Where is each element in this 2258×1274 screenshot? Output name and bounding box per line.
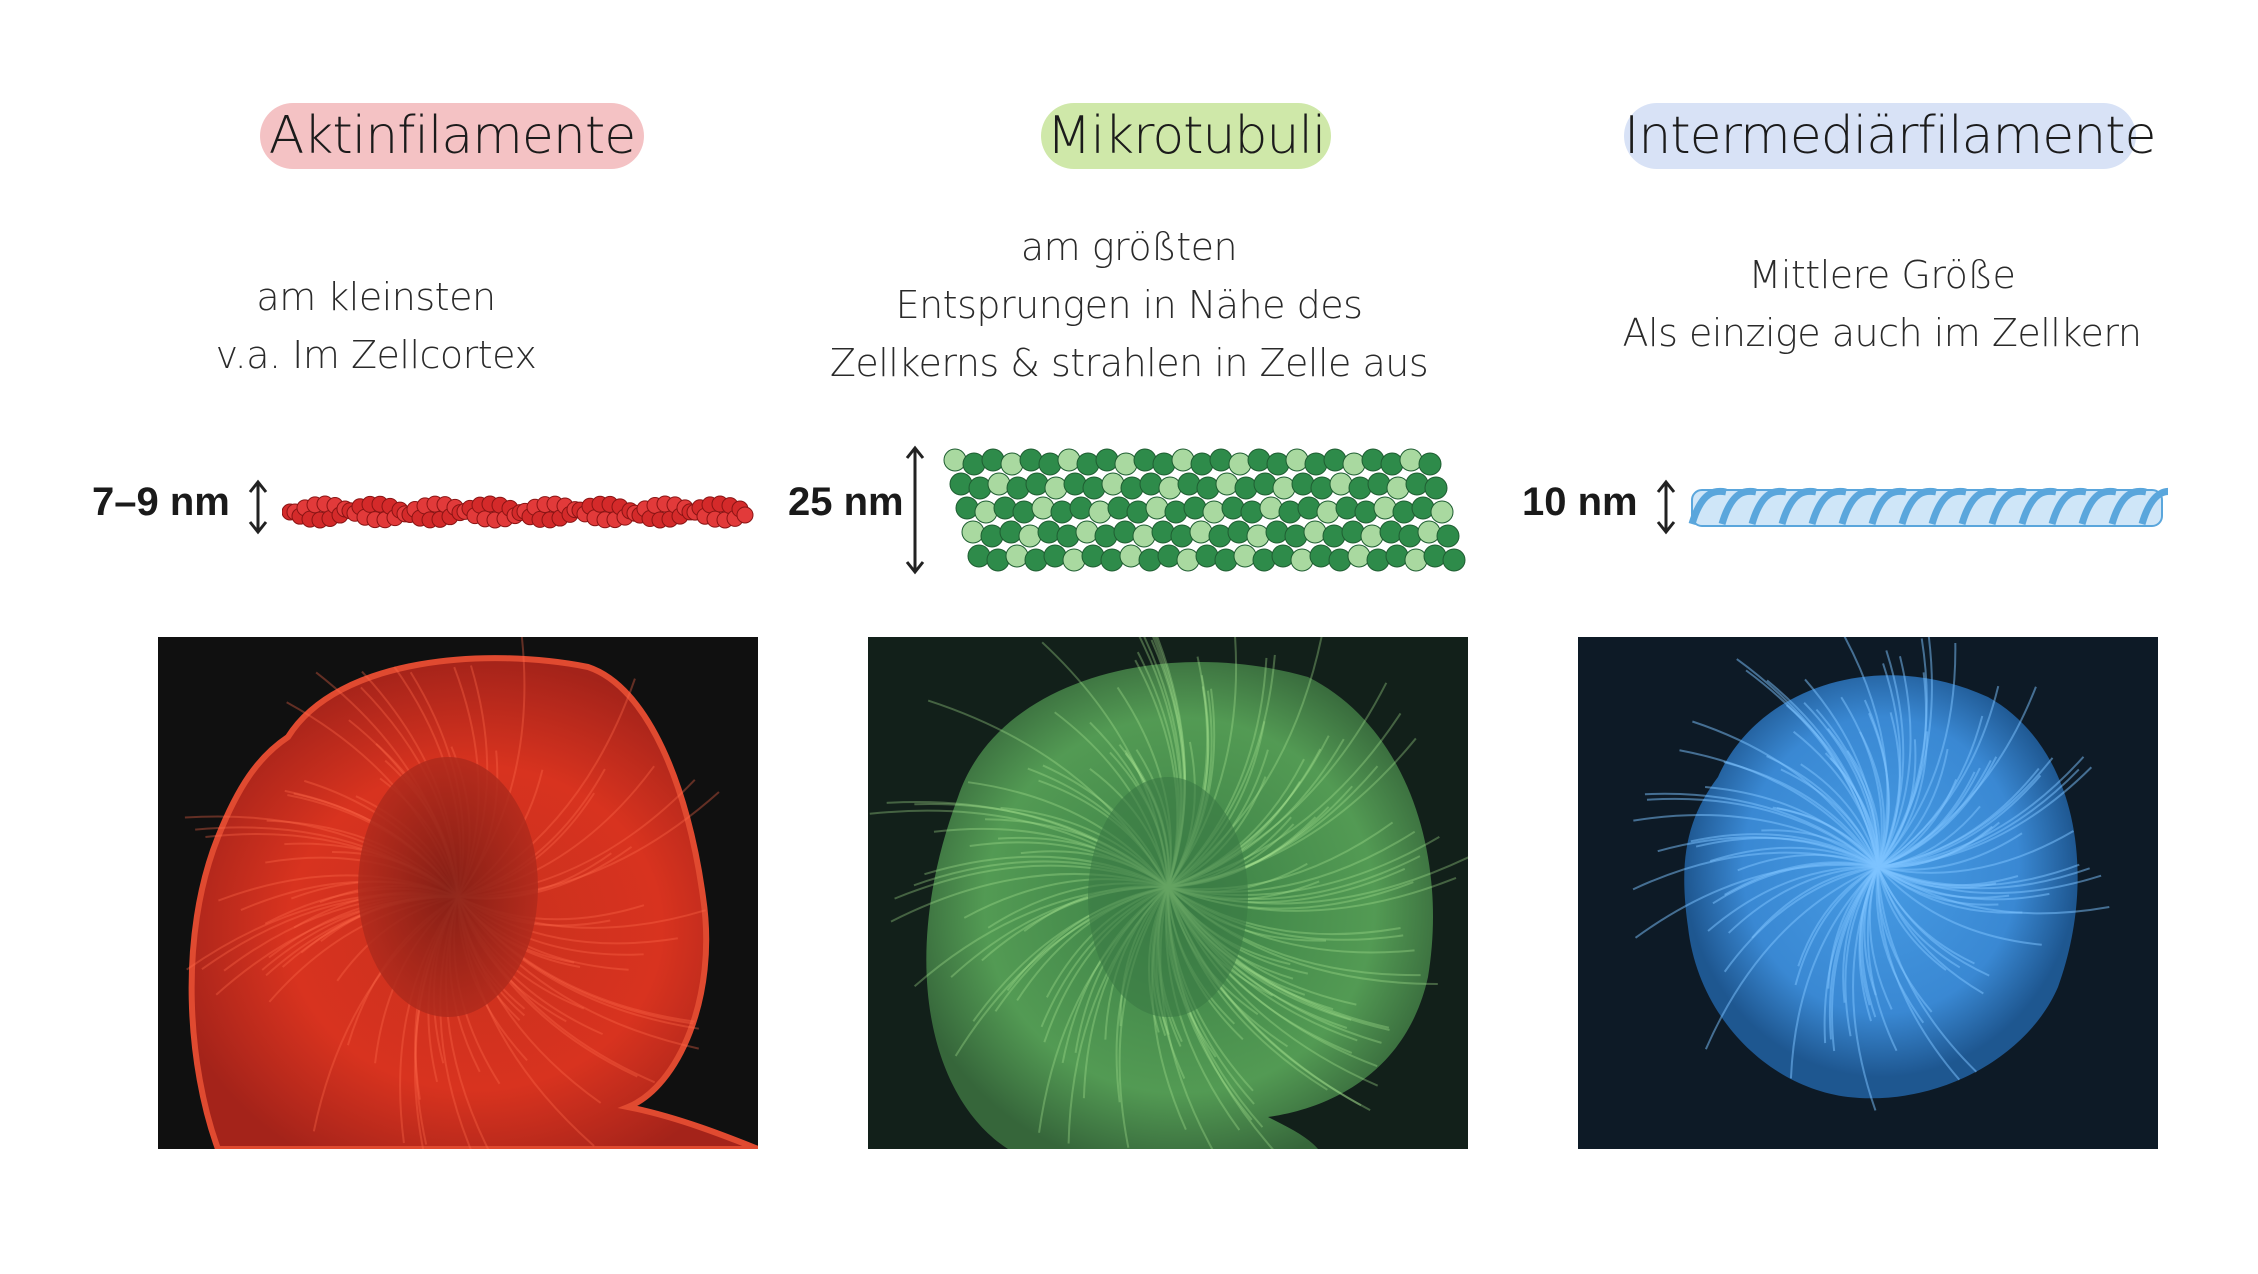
description-aktinfilamente: am kleinsten v.a. Im Zellcortex: [0, 268, 752, 384]
actin-filament-illustration: [282, 495, 754, 529]
title-aktinfilamente: Aktinfilamente: [260, 103, 644, 169]
title-mikrotubuli: Mikrotubuli: [1041, 103, 1331, 169]
description-mikrotubuli: am größten Entsprungen in Nähe des Zellk…: [753, 218, 1505, 392]
size-label-mikrotubuli: 25 nm: [788, 480, 904, 524]
size-label-aktin: 7–9 nm: [92, 480, 230, 524]
description-line: Zellkerns & strahlen in Zelle aus: [829, 341, 1429, 385]
description-line: Als einzige auch im Zellkern: [1622, 311, 2142, 355]
double-arrow-icon: [248, 479, 268, 535]
description-intermediaerfilamente: Mittlere Größe Als einzige auch im Zellk…: [1506, 246, 2258, 362]
double-arrow-icon: [905, 445, 925, 575]
description-line: am kleinsten: [256, 275, 496, 319]
description-line: Entsprungen in Nähe des: [895, 283, 1363, 327]
column-aktinfilamente: Aktinfilamente am kleinsten v.a. Im Zell…: [0, 0, 758, 1274]
microtubule-illustration: [943, 448, 1466, 572]
column-intermediaerfilamente: Intermediärfilamente Mittlere Größe Als …: [1506, 0, 2258, 1274]
title-intermediaerfilamente: Intermediärfilamente: [1624, 103, 2157, 169]
intermediate-filament-illustration: [1688, 487, 2168, 527]
microtubule-micrograph: [868, 637, 1468, 1149]
column-mikrotubuli: Mikrotubuli am größten Entsprungen in Nä…: [753, 0, 1505, 1274]
description-line: am größten: [1020, 225, 1238, 269]
actin-micrograph: [158, 637, 758, 1149]
size-label-intermediaer: 10 nm: [1522, 480, 1638, 524]
description-line: v.a. Im Zellcortex: [215, 333, 537, 377]
intermediate-filament-micrograph: [1578, 637, 2158, 1149]
double-arrow-icon: [1656, 479, 1676, 535]
description-line: Mittlere Größe: [1748, 253, 2016, 297]
